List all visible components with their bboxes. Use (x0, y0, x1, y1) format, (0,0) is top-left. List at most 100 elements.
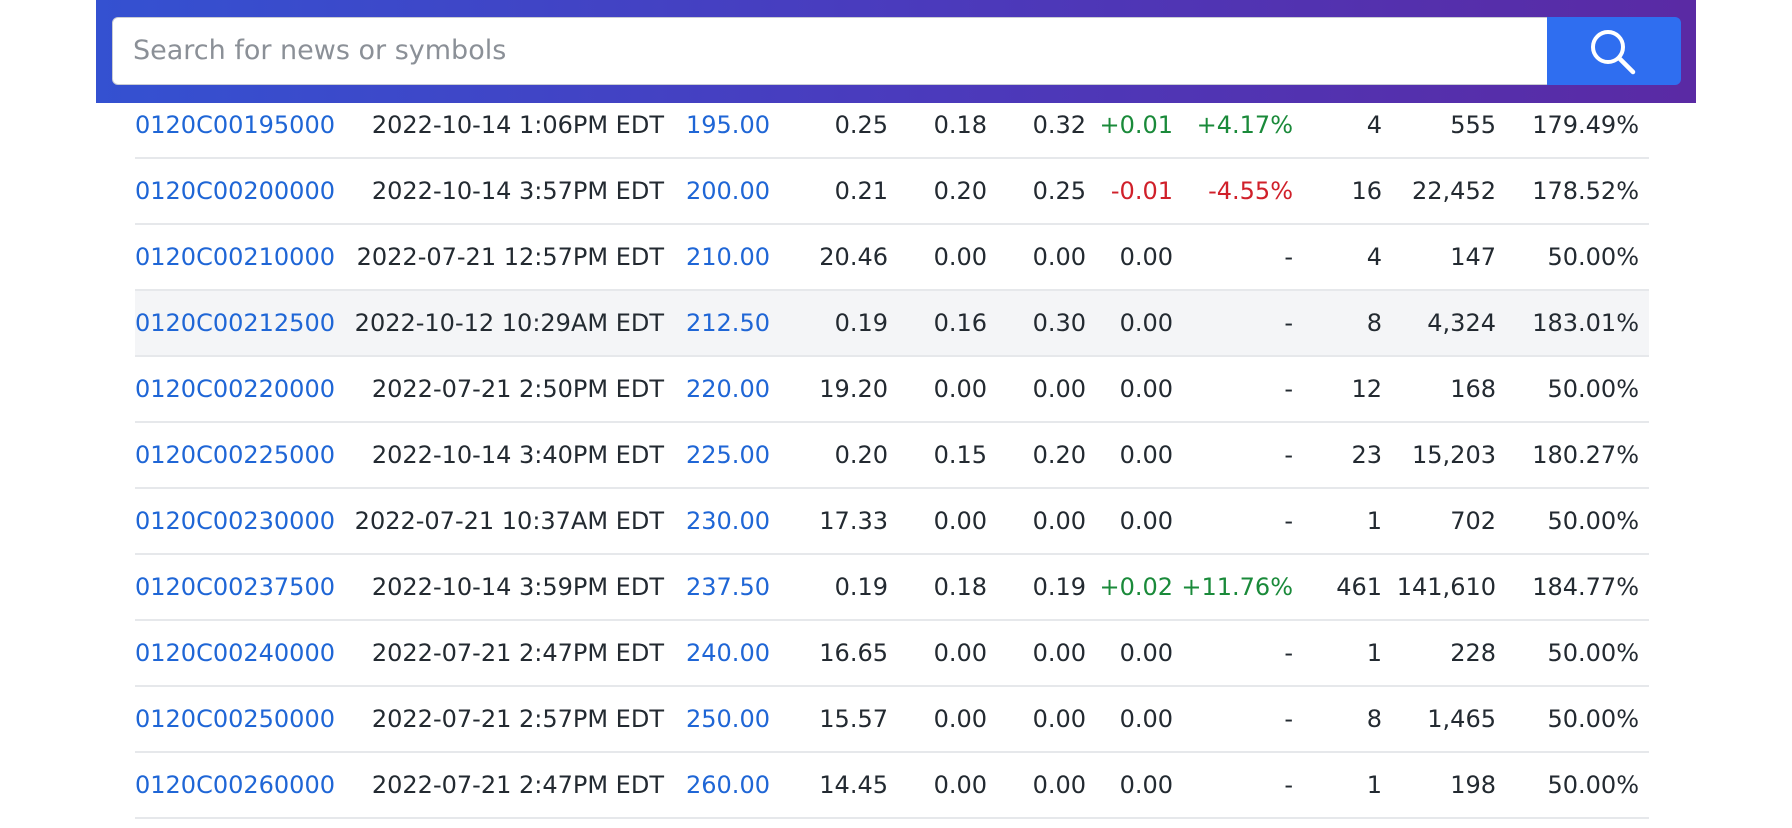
open-interest: 1,465 (1427, 705, 1496, 733)
open-interest: 22,452 (1412, 177, 1496, 205)
last-trade-date: 2022-07-21 2:47PM EDT (371, 639, 664, 667)
last-trade-date: 2022-10-12 10:29AM EDT (354, 309, 664, 337)
open-interest: 147 (1450, 243, 1496, 271)
implied-volatility: 50.00% (1547, 771, 1639, 799)
table-row: 0120C00200000 2022-10-14 3:57PM EDT 200.00… (135, 159, 1649, 225)
ask: 0.32 (1032, 111, 1086, 139)
volume: 1 (1366, 507, 1382, 535)
implied-volatility: 50.00% (1547, 705, 1639, 733)
implied-volatility: 183.01% (1532, 309, 1639, 337)
last-trade-date: 2022-07-21 2:50PM EDT (371, 375, 664, 403)
change: 0.00 (1119, 309, 1173, 337)
strike[interactable]: 230.00 (686, 507, 770, 535)
strike[interactable]: 250.00 (686, 705, 770, 733)
ask: 0.00 (1032, 243, 1086, 271)
contract-name[interactable]: 0120C00195000 (135, 111, 335, 139)
ask: 0.00 (1032, 639, 1086, 667)
last-price: 0.19 (834, 573, 888, 601)
change: 0.00 (1119, 507, 1173, 535)
ask: 0.00 (1032, 771, 1086, 799)
search-placeholder: Search for news or symbols (133, 35, 507, 66)
bid: 0.00 (933, 243, 987, 271)
contract-name[interactable]: 0120C00220000 (135, 375, 335, 403)
contract-name[interactable]: 0120C00240000 (135, 639, 335, 667)
volume: 1 (1366, 639, 1382, 667)
table-row: 0120C00260000 2022-07-21 2:47PM EDT 260.00… (135, 753, 1649, 819)
volume: 1 (1366, 771, 1382, 799)
open-interest: 228 (1450, 639, 1496, 667)
table-row: 0120C00195000 2022-10-14 1:06PM EDT 195.00… (135, 93, 1649, 159)
table-row: 0120C00225000 2022-10-14 3:40PM EDT 225.00… (135, 423, 1649, 489)
open-interest: 198 (1450, 771, 1496, 799)
open-interest: 702 (1450, 507, 1496, 535)
contract-name[interactable]: 0120C00200000 (135, 177, 335, 205)
open-interest: 168 (1450, 375, 1496, 403)
table-row: 0120C00220000 2022-07-21 2:50PM EDT 220.00… (135, 357, 1649, 423)
volume: 23 (1351, 441, 1382, 469)
table-row: 0120C00250000 2022-07-21 2:57PM EDT 250.00… (135, 687, 1649, 753)
percent-change: +4.17% (1196, 111, 1293, 139)
change: 0.00 (1119, 441, 1173, 469)
strike[interactable]: 212.50 (686, 309, 770, 337)
volume: 4 (1366, 111, 1382, 139)
strike[interactable]: 225.00 (686, 441, 770, 469)
last-price: 0.21 (834, 177, 888, 205)
last-trade-date: 2022-10-14 3:40PM EDT (371, 441, 664, 469)
percent-change: - (1284, 375, 1293, 403)
contract-name[interactable]: 0120C00225000 (135, 441, 335, 469)
change: 0.00 (1119, 705, 1173, 733)
change: +0.02 (1099, 573, 1173, 601)
open-interest: 15,203 (1412, 441, 1496, 469)
bid: 0.00 (933, 507, 987, 535)
contract-name[interactable]: 0120C00260000 (135, 771, 335, 799)
last-trade-date: 2022-10-14 3:57PM EDT (371, 177, 664, 205)
implied-volatility: 180.27% (1532, 441, 1639, 469)
percent-change: -4.55% (1208, 177, 1293, 205)
contract-name[interactable]: 0120C00237500 (135, 573, 335, 601)
change: 0.00 (1119, 771, 1173, 799)
last-trade-date: 2022-07-21 12:57PM EDT (356, 243, 664, 271)
strike[interactable]: 220.00 (686, 375, 770, 403)
volume: 8 (1366, 309, 1382, 337)
percent-change: +11.76% (1181, 573, 1293, 601)
strike[interactable]: 200.00 (686, 177, 770, 205)
contract-name[interactable]: 0120C00230000 (135, 507, 335, 535)
change: 0.00 (1119, 375, 1173, 403)
table-row: 0120C00237500 2022-10-14 3:59PM EDT 237.50… (135, 555, 1649, 621)
search-button[interactable] (1547, 17, 1681, 85)
contract-name[interactable]: 0120C00212500 (135, 309, 335, 337)
percent-change: - (1284, 771, 1293, 799)
last-price: 14.45 (819, 771, 888, 799)
strike[interactable]: 260.00 (686, 771, 770, 799)
change: +0.01 (1099, 111, 1173, 139)
change: 0.00 (1119, 639, 1173, 667)
table-row: 0120C00230000 2022-07-21 10:37AM EDT 230.0… (135, 489, 1649, 555)
implied-volatility: 50.00% (1547, 375, 1639, 403)
implied-volatility: 50.00% (1547, 243, 1639, 271)
ask: 0.00 (1032, 705, 1086, 733)
contract-name[interactable]: 0120C00210000 (135, 243, 335, 271)
table-row: 0120C00210000 2022-07-21 12:57PM EDT 210.0… (135, 225, 1649, 291)
percent-change: - (1284, 507, 1293, 535)
last-price: 20.46 (819, 243, 888, 271)
bid: 0.15 (933, 441, 987, 469)
bid: 0.00 (933, 375, 987, 403)
last-price: 17.33 (819, 507, 888, 535)
strike[interactable]: 240.00 (686, 639, 770, 667)
strike[interactable]: 195.00 (686, 111, 770, 139)
contract-name[interactable]: 0120C00250000 (135, 705, 335, 733)
last-trade-date: 2022-10-14 1:06PM EDT (371, 111, 664, 139)
volume: 461 (1336, 573, 1382, 601)
implied-volatility: 50.00% (1547, 639, 1639, 667)
table-row: 0120C00240000 2022-07-21 2:47PM EDT 240.00… (135, 621, 1649, 687)
last-trade-date: 2022-10-14 3:59PM EDT (371, 573, 664, 601)
last-trade-date: 2022-07-21 2:57PM EDT (371, 705, 664, 733)
bid: 0.18 (933, 111, 987, 139)
last-trade-date: 2022-07-21 10:37AM EDT (354, 507, 664, 535)
strike[interactable]: 237.50 (686, 573, 770, 601)
last-price: 0.25 (834, 111, 888, 139)
strike[interactable]: 210.00 (686, 243, 770, 271)
search-box[interactable]: Search for news or symbols (112, 17, 1548, 85)
